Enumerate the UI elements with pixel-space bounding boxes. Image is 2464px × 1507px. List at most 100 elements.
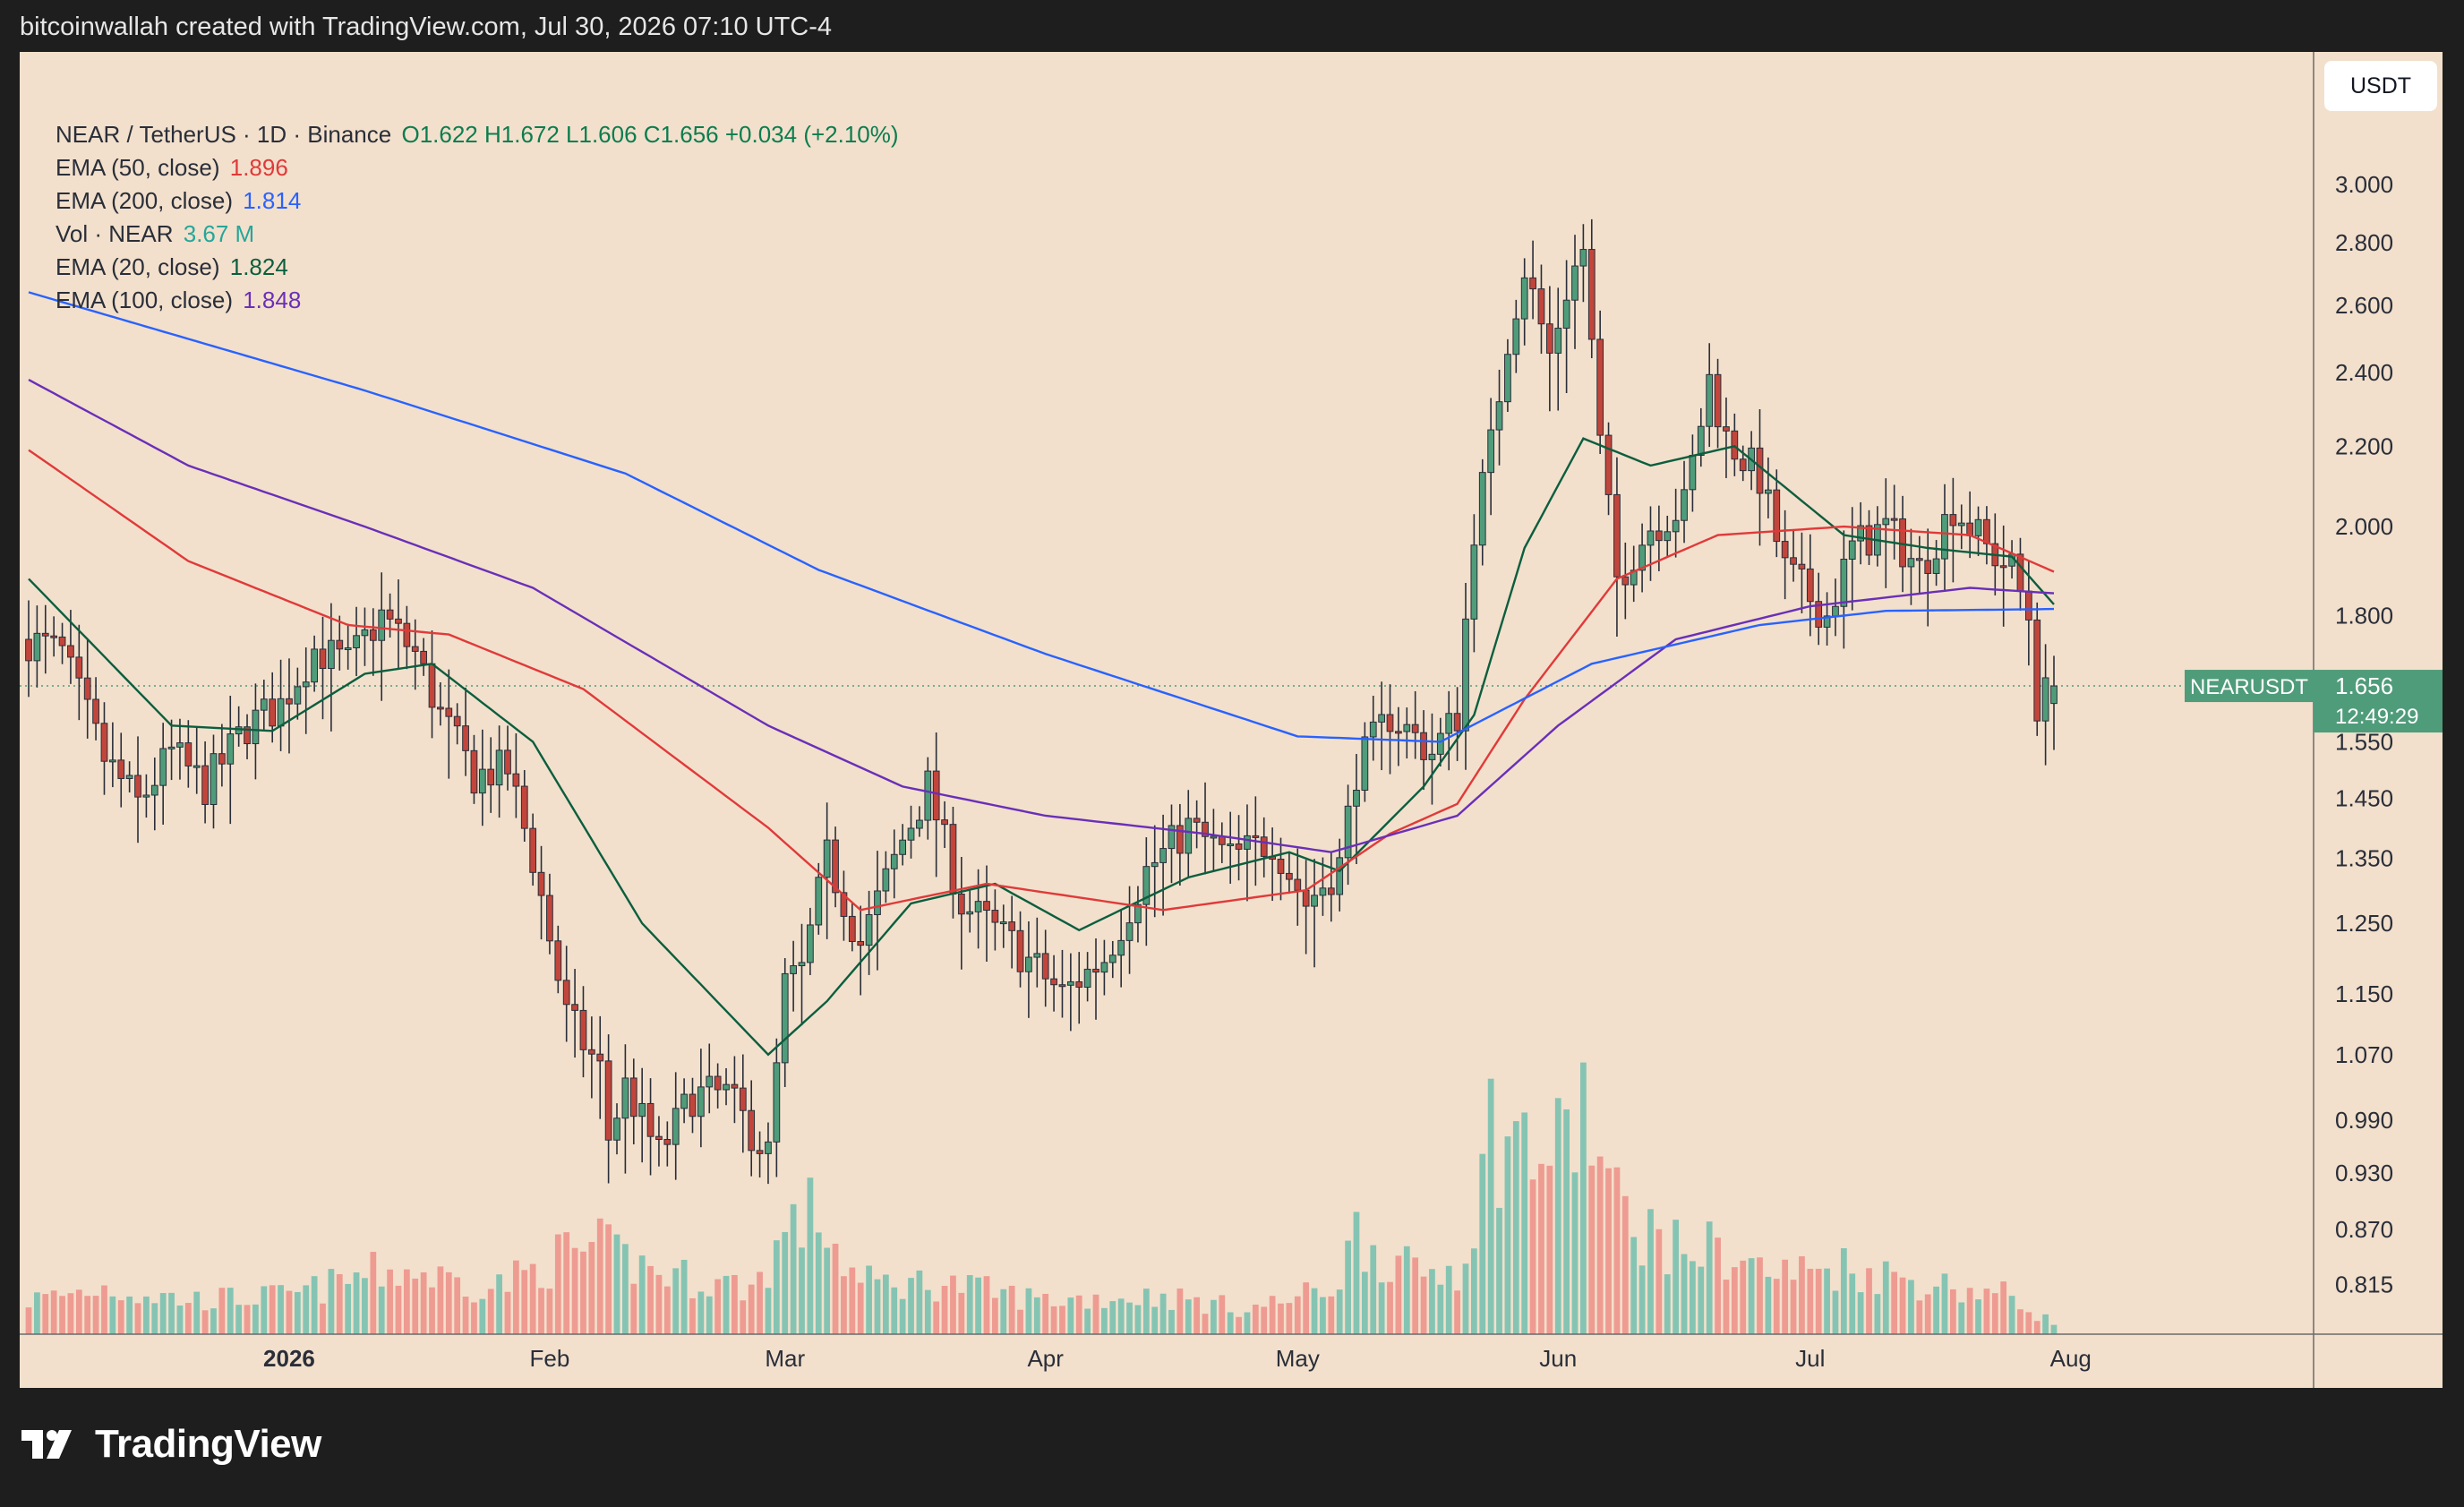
candle-body <box>1520 277 1528 320</box>
y-tick-label: 2.000 <box>2335 513 2393 540</box>
candle-body <box>319 648 327 670</box>
volume-bar <box>184 1303 192 1334</box>
legend-label-ema100: EMA (100, close) <box>56 287 233 313</box>
volume-bar <box>1042 1293 1049 1334</box>
volume-bar <box>210 1308 217 1334</box>
candle-body <box>1890 518 1898 521</box>
legend-label-ema50: EMA (50, close) <box>56 154 220 181</box>
volume-bar <box>227 1288 234 1334</box>
volume-bar <box>1252 1304 1259 1334</box>
candle-body <box>1655 530 1663 542</box>
volume-bar <box>1278 1303 1284 1334</box>
price-tag-countdown: 12:49:29 <box>2335 705 2418 729</box>
candle-body <box>1058 984 1066 988</box>
candle-body <box>1848 540 1856 560</box>
legend-ohlc: O1.622 H1.672 L1.606 C1.656 +0.034 (+2.1… <box>401 121 899 148</box>
volume-bar <box>42 1294 49 1334</box>
volume-bar <box>328 1269 335 1334</box>
volume-bar <box>218 1288 226 1334</box>
volume-bar <box>1874 1294 1881 1334</box>
volume-bar <box>580 1251 586 1334</box>
candle-body <box>428 663 436 708</box>
candle-body <box>1562 299 1570 329</box>
volume-bar <box>538 1288 544 1334</box>
candle-body <box>1630 569 1638 586</box>
candle-body <box>941 819 948 826</box>
candle-body <box>546 895 553 942</box>
chart-caption: bitcoinwallah created with TradingView.c… <box>20 13 833 41</box>
legend-row-ema200[interactable]: EMA (200, close) 1.814 <box>56 184 903 218</box>
tradingview-brand[interactable]: TradingView <box>20 1422 321 1467</box>
volume-bar <box>1395 1255 1402 1334</box>
candle-body <box>865 913 873 946</box>
volume-bar <box>1445 1265 1452 1334</box>
candle-body <box>1571 265 1578 301</box>
candle-body <box>1041 953 1049 980</box>
volume-bar <box>1168 1309 1175 1334</box>
volume-bar <box>1328 1296 1335 1334</box>
chart-frame[interactable]: 3.000 2.800 2.600 2.400 2.200 2.000 1.800 1.550… <box>20 52 2443 1388</box>
volume-bar <box>286 1290 293 1334</box>
candle-body <box>1227 843 1235 847</box>
ema-line-50 <box>28 449 2055 912</box>
volume-bar <box>1731 1267 1738 1334</box>
candle-body <box>689 1093 697 1117</box>
candle-body <box>1252 835 1260 838</box>
volume-bar <box>924 1289 931 1334</box>
volume-bar <box>1236 1316 1242 1334</box>
candle-body <box>706 1075 714 1088</box>
volume-bar <box>663 1286 671 1334</box>
volume-bar <box>2033 1321 2040 1334</box>
candle-body <box>1361 736 1369 792</box>
candle-body <box>1193 818 1201 823</box>
candle-body <box>1672 519 1680 533</box>
legend-value-ema100: 1.848 <box>243 287 302 313</box>
candle-body <box>210 753 218 805</box>
candle-body <box>142 794 150 798</box>
candle-body <box>723 1083 730 1091</box>
candle-body <box>1924 560 1932 574</box>
volume-bar <box>1588 1165 1596 1334</box>
volume-bar <box>655 1274 663 1334</box>
volume-bar <box>916 1270 923 1334</box>
legend-row-volume[interactable]: Vol · NEAR 3.67 M <box>56 218 903 251</box>
currency-unit-button[interactable]: USDT <box>2324 61 2437 111</box>
candle-body <box>403 622 411 647</box>
volume-bar <box>546 1289 553 1334</box>
candle-body <box>176 742 184 748</box>
y-tick-label: 0.815 <box>2335 1271 2393 1297</box>
volume-bar <box>1723 1280 1730 1334</box>
candle-body <box>117 759 125 779</box>
volume-bar <box>2042 1314 2049 1334</box>
candle-body <box>983 901 990 912</box>
candle-body <box>462 725 469 751</box>
volume-bar <box>2025 1312 2032 1334</box>
volume-bar <box>605 1224 612 1334</box>
volume-bar <box>1370 1245 1377 1334</box>
candle-body <box>1462 618 1469 732</box>
legend-row-ema20[interactable]: EMA (20, close) 1.824 <box>56 251 903 284</box>
candle-body <box>1823 615 1831 628</box>
candle-body <box>1857 525 1865 542</box>
volume-bar <box>269 1285 276 1334</box>
candle-body <box>1915 558 1923 561</box>
candle-body <box>537 871 545 896</box>
volume-bar <box>378 1286 385 1334</box>
candle-body <box>999 921 1007 925</box>
volume-bar <box>1353 1212 1360 1334</box>
volume-bar <box>143 1296 150 1334</box>
candle-body <box>697 1086 705 1117</box>
legend-row-ema100[interactable]: EMA (100, close) 1.848 <box>56 284 903 317</box>
volume-bar <box>25 1307 32 1334</box>
volume-bar <box>832 1243 839 1334</box>
volume-bar <box>462 1297 469 1334</box>
volume-bar <box>1008 1285 1015 1334</box>
candle-body <box>1731 430 1739 460</box>
volume-bar <box>1698 1266 1705 1334</box>
volume-bar <box>1546 1165 1553 1334</box>
legend-row-ema50[interactable]: EMA (50, close) 1.896 <box>56 151 903 184</box>
candle-body <box>1453 713 1461 732</box>
price-chart[interactable]: 3.000 2.800 2.600 2.400 2.200 2.000 1.800 1.550… <box>20 52 2443 1388</box>
candle-body <box>1966 522 1974 536</box>
volume-bar <box>1303 1282 1310 1334</box>
